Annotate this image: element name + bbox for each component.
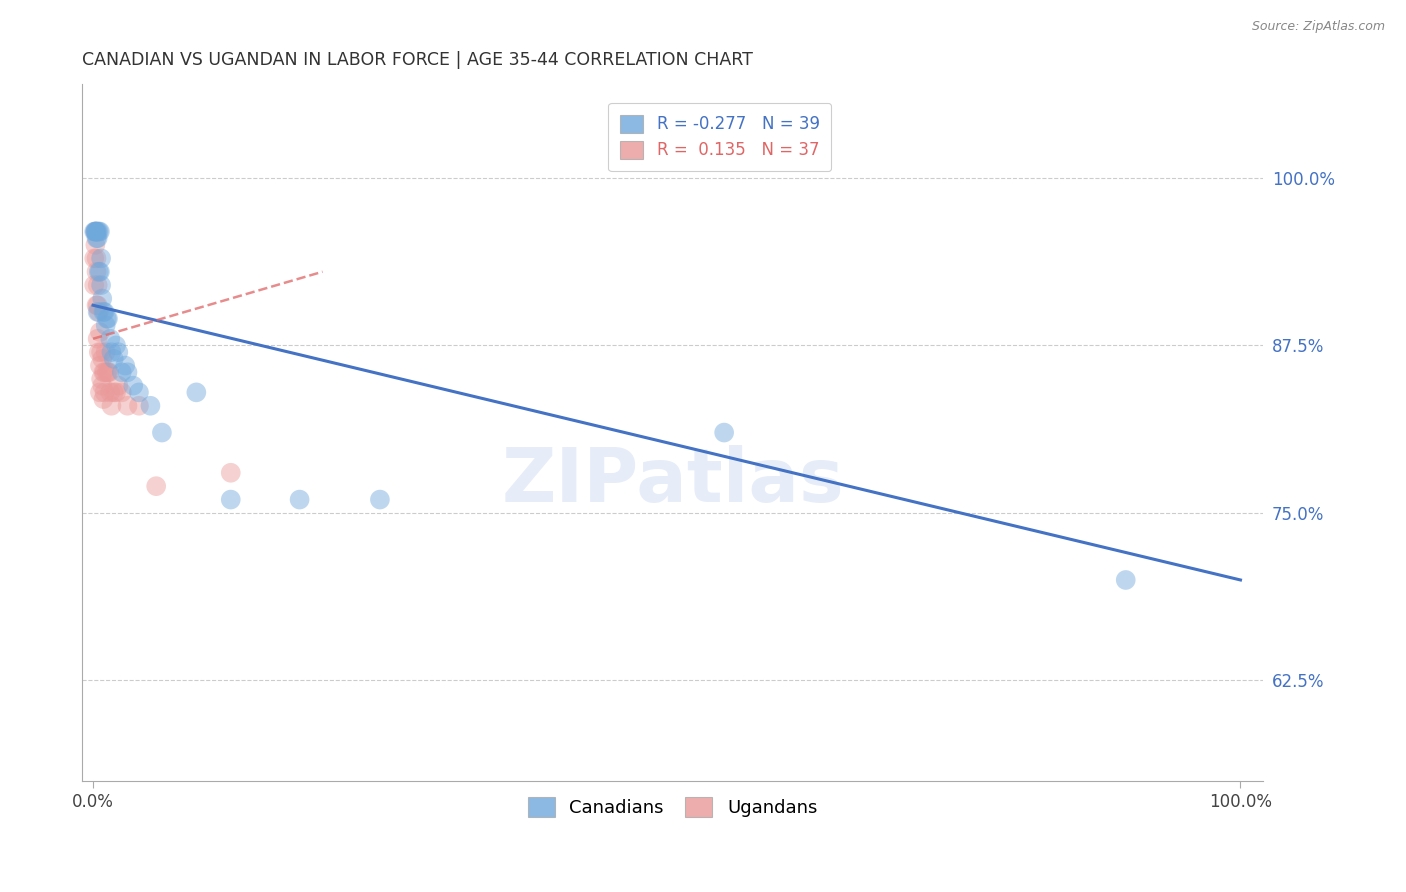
Point: [117, 399, 139, 413]
Point: [89, 265, 111, 279]
Point: [94, 345, 117, 359]
Point: [87, 345, 110, 359]
Point: [93, 365, 115, 379]
Point: [97, 365, 120, 379]
Point: [91, 378, 114, 392]
Point: [86, 298, 108, 312]
Point: [128, 399, 150, 413]
Point: [98, 332, 121, 346]
Point: [114, 359, 136, 373]
Point: [98, 365, 121, 379]
Point: [103, 351, 125, 366]
Point: [89, 359, 111, 373]
Point: [86, 265, 108, 279]
Point: [86, 298, 108, 312]
Point: [86, 252, 108, 266]
Point: [94, 318, 117, 333]
Point: [97, 311, 120, 326]
Point: [89, 225, 111, 239]
Point: [93, 385, 115, 400]
Point: [219, 492, 242, 507]
Point: [86, 278, 108, 293]
Point: [89, 325, 111, 339]
Point: [288, 492, 311, 507]
Point: [150, 425, 173, 440]
Point: [84, 225, 107, 239]
Point: [107, 378, 129, 392]
Point: [107, 345, 129, 359]
Point: [90, 252, 112, 266]
Point: [84, 225, 107, 239]
Point: [93, 392, 115, 406]
Point: [111, 365, 134, 379]
Point: [186, 385, 208, 400]
Point: [83, 252, 105, 266]
Point: [96, 311, 118, 326]
Point: [86, 332, 108, 346]
Point: [145, 479, 167, 493]
Text: ZIPatlas: ZIPatlas: [501, 445, 844, 518]
Point: [89, 385, 111, 400]
Text: CANADIAN VS UGANDAN IN LABOR FORCE | AGE 35-44 CORRELATION CHART: CANADIAN VS UGANDAN IN LABOR FORCE | AGE…: [82, 51, 752, 69]
Point: [90, 372, 112, 386]
Point: [86, 225, 108, 239]
Point: [84, 238, 107, 252]
Point: [219, 466, 242, 480]
Point: [84, 225, 107, 239]
Point: [128, 385, 150, 400]
Point: [111, 385, 134, 400]
Point: [122, 378, 145, 392]
Point: [86, 231, 108, 245]
Point: [96, 365, 118, 379]
Point: [87, 305, 110, 319]
Point: [86, 305, 108, 319]
Point: [103, 385, 125, 400]
Point: [100, 345, 122, 359]
Point: [98, 385, 121, 400]
Point: [93, 305, 115, 319]
Point: [90, 278, 112, 293]
Point: [83, 225, 105, 239]
Point: [90, 345, 112, 359]
Point: [100, 399, 122, 413]
Point: [87, 225, 110, 239]
Point: [105, 385, 128, 400]
Point: [368, 492, 391, 507]
Point: [86, 225, 108, 239]
Point: [91, 292, 114, 306]
Point: [93, 365, 115, 379]
Point: [139, 399, 162, 413]
Text: Source: ZipAtlas.com: Source: ZipAtlas.com: [1251, 20, 1385, 33]
Point: [87, 265, 110, 279]
Point: [83, 278, 105, 293]
Point: [1115, 573, 1137, 587]
Point: [86, 225, 108, 239]
Legend: Canadians, Ugandans: Canadians, Ugandans: [520, 790, 824, 824]
Point: [86, 231, 108, 245]
Point: [93, 305, 115, 319]
Point: [105, 338, 128, 352]
Point: [713, 425, 735, 440]
Point: [117, 365, 139, 379]
Point: [91, 351, 114, 366]
